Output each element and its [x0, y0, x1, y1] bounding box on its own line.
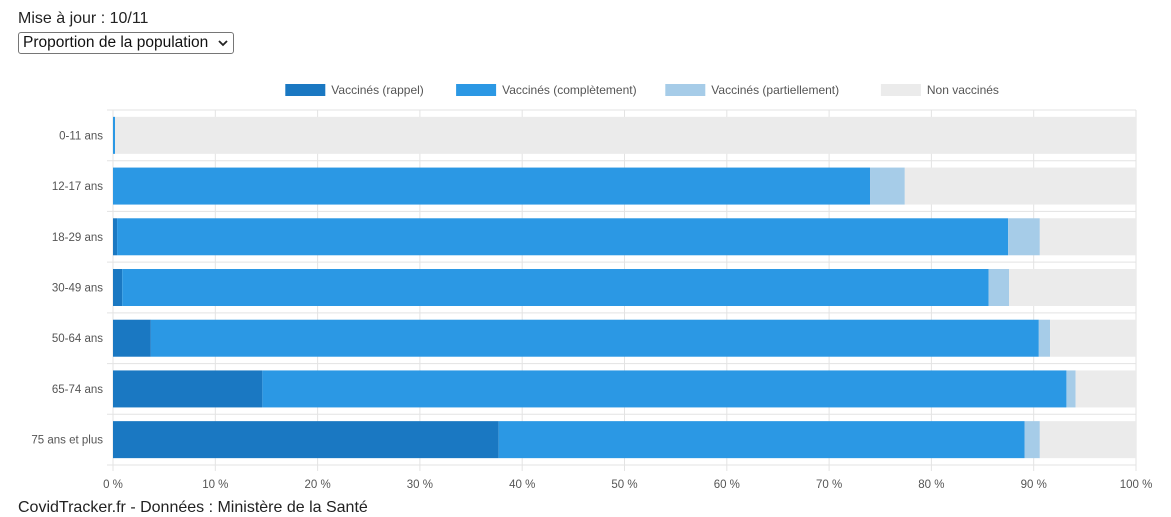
- bar-segment[interactable]: [113, 218, 118, 256]
- x-tick-label: 80 %: [918, 479, 944, 491]
- legend-swatch[interactable]: [285, 84, 326, 96]
- bar-segment[interactable]: [1066, 370, 1076, 408]
- legend-swatch[interactable]: [456, 84, 497, 96]
- chart-legend: Vaccinés (rappel) Vaccinés (complètement)…: [285, 83, 999, 97]
- y-tick-label: 75 ans et plus: [31, 435, 103, 447]
- x-tick-label: 90 %: [1021, 479, 1047, 491]
- y-tick-label: 65-74 ans: [52, 384, 103, 396]
- bar-segment[interactable]: [1050, 319, 1136, 357]
- bar-segment[interactable]: [117, 218, 1009, 256]
- bar-segment[interactable]: [988, 269, 1010, 306]
- metric-select-value: Proportion de la population: [23, 34, 209, 51]
- y-axis-labels: 0-11 ans 12-17 ans 18-29 ans 30-49 ans 50-64…: [31, 130, 103, 446]
- x-tick-label: 30 %: [407, 479, 433, 491]
- x-tick-label: 60 %: [714, 479, 740, 491]
- bar-segment[interactable]: [113, 421, 499, 459]
- legend-label[interactable]: Vaccinés (rappel): [331, 83, 423, 97]
- bar-segment[interactable]: [498, 421, 1025, 459]
- source-footer: CovidTracker.fr - Données : Ministère de…: [18, 499, 368, 516]
- x-tick-label: 10 %: [202, 479, 228, 491]
- chevron-down-icon: [218, 40, 228, 47]
- y-tick-label: 0-11 ans: [59, 130, 103, 142]
- x-tick-label: 20 %: [304, 479, 330, 491]
- bar-segment[interactable]: [262, 370, 1067, 408]
- bar-segment[interactable]: [113, 116, 116, 154]
- bar-segment[interactable]: [1009, 269, 1136, 306]
- legend-label[interactable]: Vaccinés (complètement): [502, 83, 636, 97]
- x-tick-label: 100 %: [1120, 479, 1153, 491]
- x-axis-labels: 0 % 10 % 20 % 30 % 40 % 50 % 60 % 70 % 80 % 90 % 1…: [103, 479, 1152, 491]
- bar-segment[interactable]: [115, 116, 1136, 154]
- vaccination-chart: Vaccinés (rappel) Vaccinés (complètement)…: [31, 83, 1152, 491]
- metric-select[interactable]: Proportion de la population: [18, 32, 234, 54]
- bar-segment[interactable]: [1075, 370, 1136, 408]
- bar-segment[interactable]: [1039, 421, 1136, 459]
- bar-segment[interactable]: [113, 167, 871, 205]
- legend-label[interactable]: Vaccinés (partiellement): [711, 83, 839, 97]
- y-tick-label: 50-64 ans: [52, 333, 103, 345]
- y-tick-label: 18-29 ans: [52, 232, 103, 244]
- chart-bars: [113, 116, 1136, 459]
- legend-swatch[interactable]: [880, 84, 921, 96]
- x-tick-label: 40 %: [509, 479, 535, 491]
- x-tick-label: 70 %: [816, 479, 842, 491]
- legend-label[interactable]: Non vaccinés: [927, 83, 999, 97]
- y-tick-label: 12-17 ans: [52, 181, 103, 193]
- bar-segment[interactable]: [870, 167, 905, 205]
- bar-segment[interactable]: [122, 269, 989, 306]
- update-date-label: Mise à jour : 10/11: [18, 10, 149, 27]
- bar-segment[interactable]: [1039, 218, 1136, 256]
- bar-segment[interactable]: [113, 370, 263, 408]
- bar-segment[interactable]: [150, 319, 1039, 357]
- bar-segment[interactable]: [904, 167, 1136, 205]
- bar-segment[interactable]: [1008, 218, 1040, 256]
- bar-segment[interactable]: [113, 269, 123, 306]
- y-tick-label: 30-49 ans: [52, 283, 103, 295]
- bar-segment[interactable]: [113, 319, 151, 357]
- x-tick-label: 50 %: [611, 479, 637, 491]
- bar-segment[interactable]: [1038, 319, 1051, 357]
- legend-swatch[interactable]: [665, 84, 706, 96]
- x-tick-label: 0 %: [103, 479, 123, 491]
- bar-segment[interactable]: [1024, 421, 1040, 459]
